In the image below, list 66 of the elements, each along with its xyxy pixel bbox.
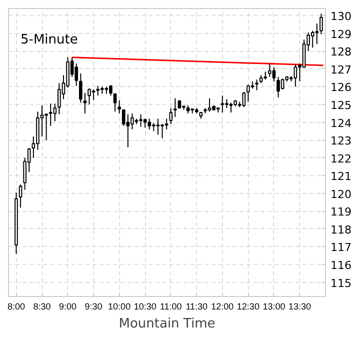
candlestick [148, 118, 152, 130]
x-tick-label: 11:00 [160, 302, 182, 312]
candlestick [122, 109, 126, 126]
y-tick-label: 124 [330, 116, 352, 130]
y-tick-label: 128 [330, 46, 352, 59]
y-tick-label: 118 [330, 223, 352, 236]
y-tick-label: 119 [330, 206, 352, 219]
candlestick [44, 112, 48, 141]
candlestick [156, 118, 160, 136]
x-tick-label: 9:30 [84, 302, 102, 312]
y-tick-label: 121 [330, 170, 352, 184]
candlestick [18, 184, 22, 208]
candlestick [315, 23, 319, 45]
candlestick [268, 63, 272, 78]
candlestick [160, 124, 164, 139]
text: 5-Minute [20, 32, 78, 48]
candlestick [242, 92, 246, 108]
candlestick [272, 66, 276, 82]
candlestick [53, 103, 57, 122]
candlestick [276, 76, 280, 98]
x-tick-label: 12:30 [236, 302, 260, 312]
candlestick [229, 102, 233, 113]
candlestick [74, 63, 78, 86]
candlestick [48, 103, 52, 126]
x-tick-label: 11:30 [186, 302, 208, 312]
candlestick [126, 114, 130, 148]
y-tick-label: 126 [330, 81, 352, 94]
y-tick-label: 125 [330, 99, 352, 112]
y-tick-label: 117 [330, 241, 352, 254]
y-tick-label: 120 [330, 188, 352, 201]
x-tick-label: 8:30 [33, 302, 51, 312]
y-tick-label: 130 [330, 10, 352, 24]
x-tick-label: 12:00 [211, 302, 234, 312]
candlestick [208, 98, 212, 112]
y-tick-label: 116 [330, 259, 352, 272]
candlestick [109, 85, 112, 96]
x-tick-label: 10:30 [134, 302, 156, 312]
candlestick [58, 82, 61, 115]
candlestick [294, 64, 298, 88]
candlestick [255, 79, 258, 91]
x-tick-label: 13:30 [288, 302, 311, 312]
candlestick [169, 108, 173, 125]
candlestick [220, 95, 224, 113]
x-tick-label: 9:00 [59, 302, 77, 312]
candlestick [130, 112, 134, 130]
candlestick [320, 13, 323, 35]
y-tick-label: 115 [330, 276, 352, 290]
x-tick-label: 8:00 [7, 302, 26, 312]
candlestick [79, 72, 82, 104]
candlestick [280, 78, 284, 90]
candlestick [246, 84, 250, 102]
y-tick-label: 129 [330, 28, 352, 41]
y-tick-label: 123 [330, 134, 352, 148]
candlestick [113, 93, 117, 112]
candlestick [118, 100, 121, 114]
candlestick [164, 118, 168, 130]
y-tick-label: 127 [330, 63, 352, 76]
x-tick-label: 13:00 [262, 302, 286, 312]
y-tick-label: 122 [330, 152, 352, 166]
candlestick [83, 92, 87, 114]
x-tick-label: 10:00 [108, 302, 131, 312]
x-axis-title: Mountain Time [118, 316, 216, 332]
candlestick [310, 30, 314, 48]
candlestick [174, 98, 177, 118]
candlestick [92, 88, 96, 101]
candlestick [88, 88, 91, 105]
